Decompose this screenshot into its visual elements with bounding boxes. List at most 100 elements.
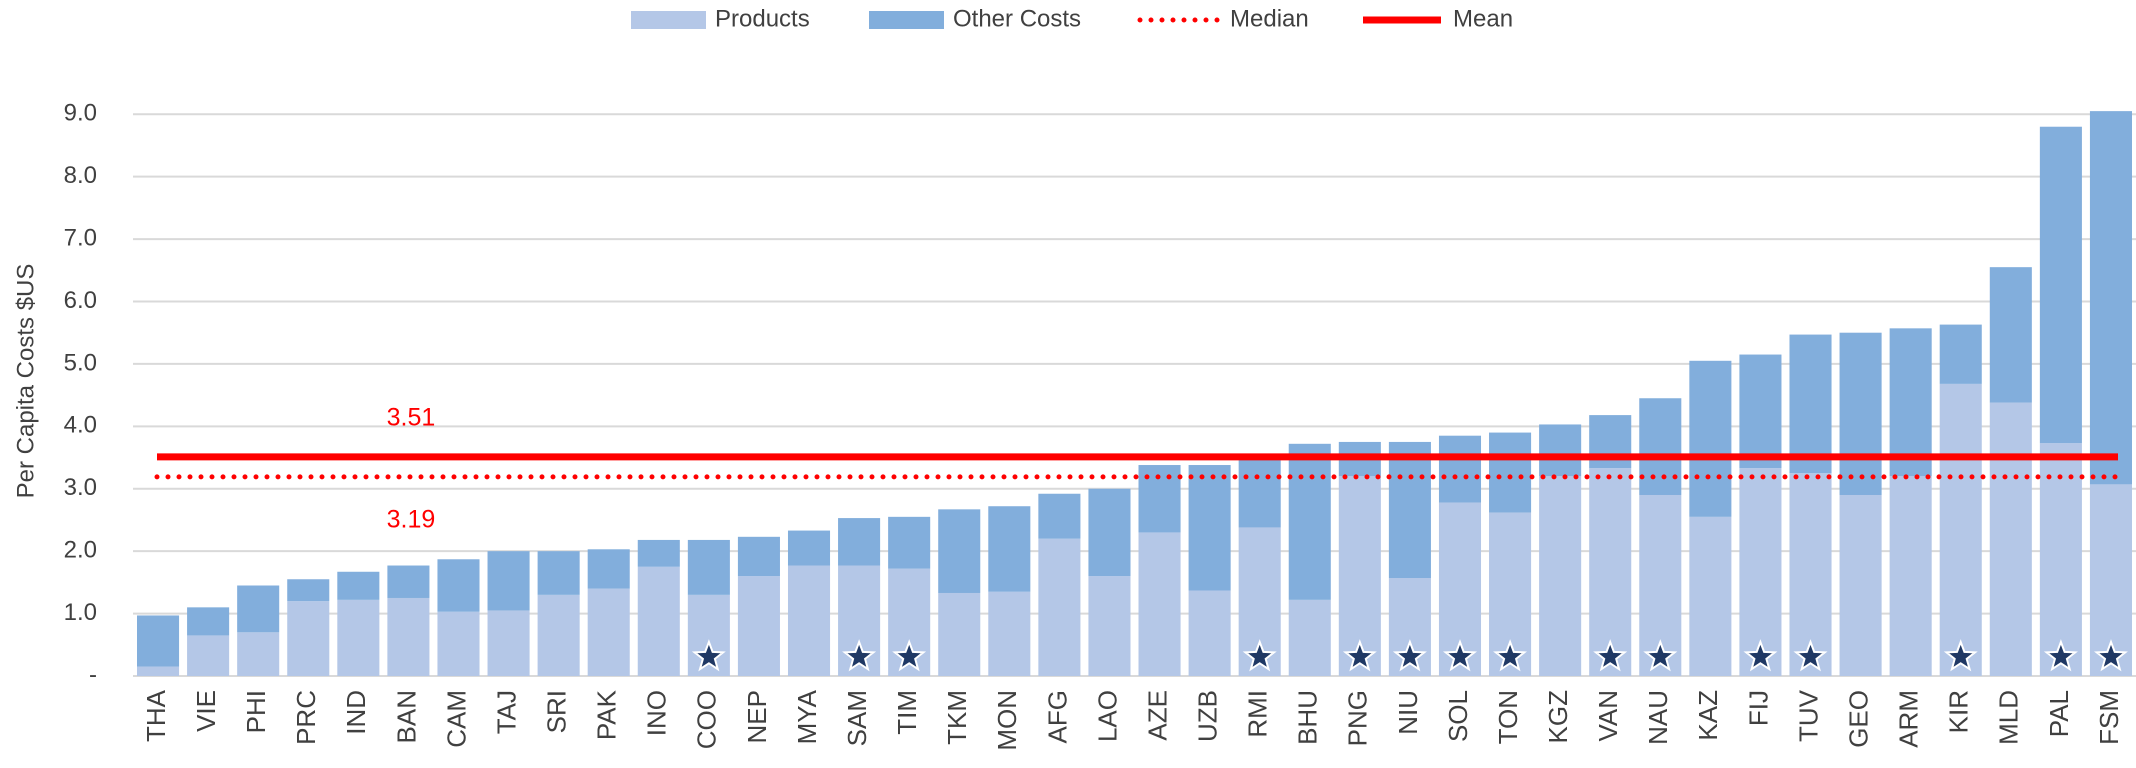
bar-segment <box>888 516 931 569</box>
bar-segment <box>938 592 981 676</box>
star-marker <box>842 639 877 672</box>
bar-segment <box>1639 398 1682 495</box>
x-tick-label: RMI <box>1243 690 1273 738</box>
bar-segment <box>1539 476 1582 676</box>
legend-label: Products <box>715 5 810 32</box>
x-tick-label: TON <box>1493 690 1523 744</box>
bar-segment <box>587 588 630 676</box>
legend-swatch <box>631 11 706 29</box>
x-tick-label: VAN <box>1593 690 1623 742</box>
bar-segment <box>1489 432 1532 513</box>
bar-segment <box>938 509 981 593</box>
x-tick-label: NAU <box>1643 690 1673 745</box>
bar-segment <box>988 591 1031 676</box>
x-tick-label: TUV <box>1793 689 1823 742</box>
reference-label: 3.19 <box>387 505 436 533</box>
bar-segment <box>838 518 881 566</box>
x-tick-label: SOL <box>1443 690 1473 742</box>
bar-segment <box>1889 328 1932 477</box>
bar-segment <box>637 566 680 676</box>
bar-segment <box>1689 360 1732 517</box>
bar-segment <box>137 615 180 667</box>
x-tick-label: AZE <box>1142 690 1172 741</box>
x-tick-label: GEO <box>1843 690 1873 748</box>
bar-segment <box>237 585 280 633</box>
bar-segment <box>137 666 180 676</box>
bar-segment <box>1789 334 1832 474</box>
bar-segment <box>1939 383 1982 676</box>
bar-segment <box>687 539 730 595</box>
bar-segment <box>487 551 530 611</box>
bar-segment <box>1288 599 1331 676</box>
y-tick-label: 4.0 <box>64 412 97 439</box>
legend-swatch <box>869 11 944 29</box>
x-tick-label: SAM <box>842 690 872 746</box>
x-tick-label: TKM <box>942 690 972 745</box>
bar-segment <box>1188 590 1231 676</box>
x-tick-label: FIJ <box>1743 690 1773 726</box>
bar-segment <box>437 559 480 612</box>
x-tick-label: MLD <box>1994 690 2024 745</box>
bar-segment <box>437 611 480 676</box>
bar-segment <box>1939 324 1982 384</box>
bar-segment <box>1539 424 1582 477</box>
x-tick-label: BAN <box>391 690 421 743</box>
bar-segment <box>337 571 380 600</box>
star-marker <box>2093 639 2128 672</box>
x-tick-label: CAM <box>441 690 471 748</box>
star-marker <box>1392 639 1427 672</box>
x-tick-label: MYA <box>792 689 822 744</box>
bar-segment <box>187 607 230 636</box>
bar-segment <box>287 579 330 602</box>
x-tick-label: PAK <box>592 689 622 740</box>
y-tick-label: 8.0 <box>64 162 97 189</box>
bar-segment <box>2089 111 2132 485</box>
y-tick-label: 9.0 <box>64 100 97 127</box>
y-tick-label: 2.0 <box>64 537 97 564</box>
x-tick-label: PRC <box>291 690 321 745</box>
bar-segment <box>1989 402 2032 676</box>
bar-segment <box>787 530 831 566</box>
x-tick-label: THA <box>141 689 171 742</box>
bar-segment <box>1989 267 2032 403</box>
bar-segment <box>1438 435 1482 503</box>
star-marker <box>691 639 726 672</box>
x-tick-label: UZB <box>1192 690 1222 742</box>
bar-segment <box>787 565 831 676</box>
x-tick-label: KGZ <box>1543 690 1573 744</box>
bar-segment <box>637 539 680 567</box>
y-tick-label: 7.0 <box>64 224 97 251</box>
bar-segment <box>487 610 530 676</box>
bar-segment <box>1188 465 1231 591</box>
bar-segment <box>1288 443 1331 600</box>
x-tick-label: SRI <box>542 690 572 733</box>
bar-segment <box>287 601 330 676</box>
x-tick-label: INO <box>642 690 672 736</box>
x-tick-label: PNG <box>1343 690 1373 746</box>
legend-label: Mean <box>1453 5 1513 32</box>
x-tick-label: TAJ <box>491 690 521 734</box>
bar-segment <box>988 506 1031 592</box>
bar-segment <box>387 597 430 676</box>
star-marker <box>1643 639 1678 672</box>
star-marker <box>1442 639 1478 672</box>
x-tick-label: LAO <box>1092 690 1122 742</box>
bar-segment <box>337 599 380 676</box>
x-tick-label: NEP <box>742 690 772 743</box>
y-tick-label: 3.0 <box>64 474 97 501</box>
bar-segment <box>1839 494 1882 676</box>
bar-segment <box>587 549 630 589</box>
x-tick-label: NIU <box>1393 690 1423 735</box>
y-tick-label: 1.0 <box>64 599 97 626</box>
star-marker <box>1493 639 1528 672</box>
bar-segment <box>537 594 580 676</box>
bar-segment <box>387 565 430 598</box>
x-tick-label: IND <box>341 690 371 735</box>
legend-label: Other Costs <box>953 5 1081 32</box>
y-axis-title: Per Capita Costs $US <box>12 264 39 499</box>
bar-segment <box>1689 516 1732 676</box>
bar-segment <box>1138 532 1181 676</box>
bar-segment <box>1238 457 1281 528</box>
bar-segment <box>2039 126 2082 444</box>
